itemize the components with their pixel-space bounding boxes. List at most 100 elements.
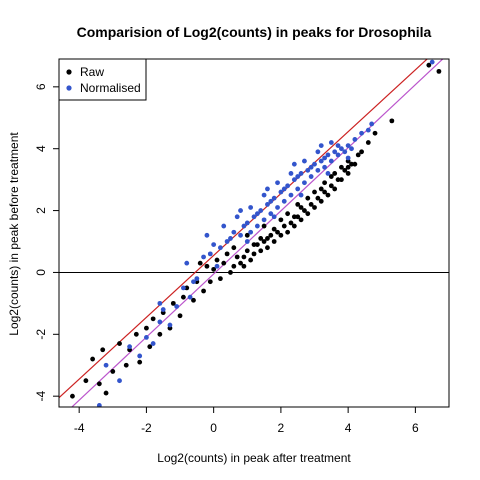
raw-point bbox=[133, 331, 139, 337]
raw-point bbox=[197, 260, 203, 266]
raw-point bbox=[224, 251, 230, 257]
normalised-point bbox=[268, 211, 274, 217]
normalised-point bbox=[291, 161, 297, 167]
normalised-point bbox=[228, 236, 233, 241]
normalised-point bbox=[157, 300, 163, 306]
normalised-point bbox=[271, 195, 277, 201]
raw-point bbox=[312, 189, 317, 195]
normalised-point bbox=[234, 214, 240, 220]
raw-point bbox=[275, 229, 280, 235]
normalised-point bbox=[278, 189, 284, 195]
raw-point bbox=[302, 208, 307, 213]
plot-frame bbox=[58, 58, 450, 408]
normalised-point bbox=[288, 192, 294, 198]
normalised-point bbox=[174, 304, 180, 309]
raw-point bbox=[271, 239, 277, 244]
y-tick-label: -2 bbox=[34, 329, 48, 340]
normalised-point bbox=[315, 149, 321, 155]
raw-point bbox=[436, 68, 442, 74]
normalised-point bbox=[328, 158, 334, 164]
raw-point bbox=[305, 195, 311, 201]
y-axis-label: Log2(counts) in peak before treatment bbox=[7, 132, 21, 336]
normalised-point bbox=[265, 186, 270, 192]
raw-point bbox=[157, 331, 163, 337]
normalised-point bbox=[261, 217, 267, 223]
x-tick-label: 0 bbox=[210, 421, 217, 435]
normalised-point bbox=[248, 229, 254, 235]
raw-point bbox=[268, 232, 274, 238]
normalised-point bbox=[291, 177, 297, 183]
normalised-point bbox=[305, 167, 311, 173]
normalised-point bbox=[365, 127, 371, 133]
raw-point bbox=[298, 205, 304, 210]
raw-point bbox=[339, 164, 344, 170]
legend-box bbox=[58, 58, 147, 101]
normalised-point bbox=[281, 186, 287, 192]
normalised-point bbox=[308, 164, 314, 170]
normalised-point bbox=[295, 174, 301, 179]
raw-point bbox=[251, 242, 257, 248]
raw-point bbox=[147, 344, 153, 350]
normalised-point bbox=[261, 192, 267, 198]
raw-point bbox=[372, 130, 378, 136]
raw-point bbox=[244, 248, 250, 254]
normalised-point bbox=[160, 307, 166, 312]
normalised-point bbox=[369, 121, 375, 127]
raw-point bbox=[248, 257, 254, 263]
normalised-point bbox=[315, 167, 321, 173]
normalised-point bbox=[254, 211, 260, 217]
raw-point bbox=[318, 186, 324, 192]
normalised-point bbox=[288, 171, 294, 176]
normalised-point bbox=[271, 214, 277, 220]
raw-point bbox=[389, 118, 395, 124]
normalised-point bbox=[224, 239, 230, 244]
normalised-point bbox=[167, 322, 173, 328]
raw-point bbox=[244, 232, 250, 238]
normalised-point bbox=[325, 152, 331, 158]
raw-point bbox=[144, 325, 149, 331]
normalised-point bbox=[322, 155, 328, 161]
normalised-point bbox=[244, 220, 250, 226]
normalised-point bbox=[103, 362, 109, 368]
raw-point bbox=[207, 279, 213, 285]
x-tick-label: -2 bbox=[141, 421, 152, 435]
legend: Raw Normalised bbox=[58, 58, 147, 101]
y-tick-label: -4 bbox=[34, 391, 48, 402]
raw-point bbox=[342, 167, 348, 173]
raw-point bbox=[285, 229, 291, 235]
raw-point bbox=[278, 232, 284, 238]
raw-point bbox=[318, 198, 324, 204]
chart-title: Comparision of Log2(counts) in peaks for… bbox=[77, 24, 432, 40]
normalised-point bbox=[244, 239, 250, 244]
raw-point bbox=[211, 266, 217, 272]
raw-point bbox=[83, 378, 89, 384]
normalised-point bbox=[308, 174, 314, 179]
normalised-point bbox=[248, 205, 254, 210]
normalised-point bbox=[211, 242, 217, 248]
raw-point bbox=[214, 257, 220, 263]
raw-point bbox=[325, 192, 331, 198]
x-tick-label: 2 bbox=[278, 421, 285, 435]
normalised-point bbox=[268, 198, 274, 204]
raw-point bbox=[110, 369, 116, 374]
normalised-point bbox=[207, 251, 213, 257]
raw-point bbox=[315, 195, 321, 201]
normalised-point bbox=[352, 137, 358, 142]
y-axis-ticks: -4 -2 0 2 4 6 bbox=[34, 83, 60, 402]
raw-point bbox=[295, 214, 301, 220]
normalised-point bbox=[345, 143, 351, 149]
normalised-point bbox=[251, 214, 257, 220]
normalised-point bbox=[184, 260, 190, 266]
normalised-point bbox=[339, 146, 344, 152]
normalised-point bbox=[345, 155, 351, 161]
normalised-point bbox=[359, 130, 364, 136]
normalised-point bbox=[204, 232, 210, 238]
raw-point bbox=[261, 239, 267, 244]
normalised-point bbox=[318, 158, 324, 164]
normalised-point bbox=[214, 263, 220, 269]
x-tick-label: -4 bbox=[74, 421, 85, 435]
raw-point bbox=[261, 223, 267, 229]
normalised-point bbox=[332, 149, 338, 155]
normalised-point bbox=[217, 245, 223, 251]
raw-point bbox=[180, 294, 186, 300]
